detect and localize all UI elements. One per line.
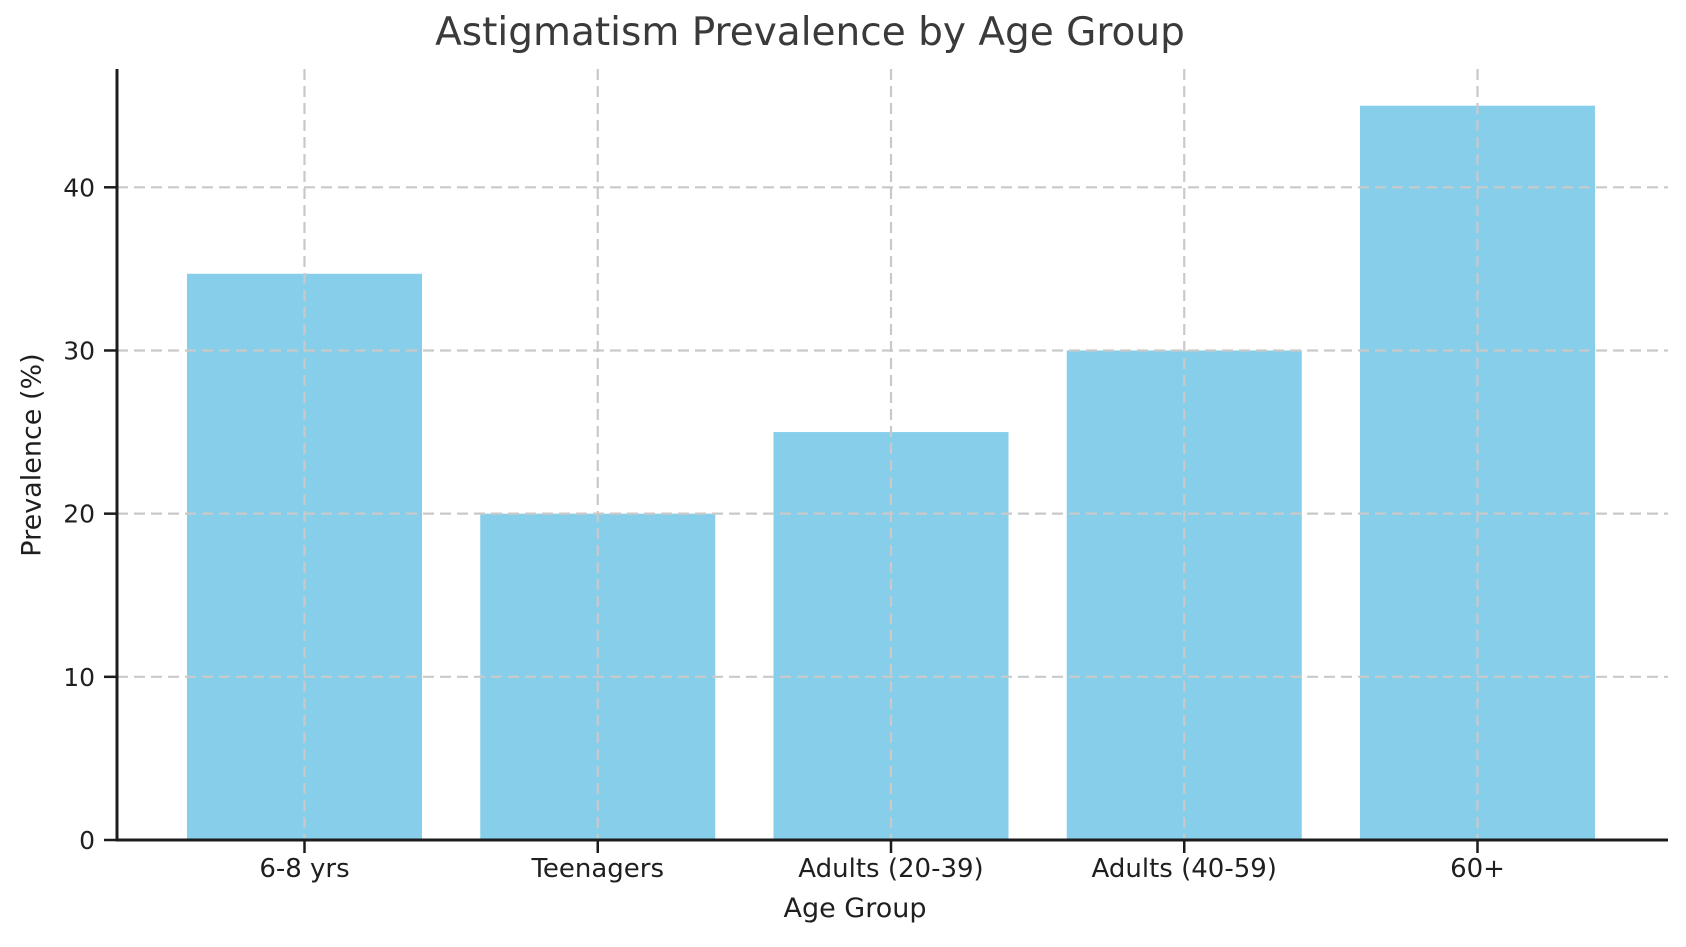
x-axis-label: Age Group — [783, 893, 927, 924]
y-axis-label: Prevalence (%) — [16, 353, 48, 557]
x-tick-label-2: Adults (20-39) — [798, 854, 983, 884]
x-tick-label-3: Adults (40-59) — [1092, 854, 1277, 884]
y-tick-label-10: 10 — [63, 663, 95, 692]
x-tick-label-0: 6-8 yrs — [259, 854, 349, 884]
x-tick-label-4: 60+ — [1450, 854, 1505, 884]
chart-title: Astigmatism Prevalence by Age Group — [435, 10, 1185, 55]
y-tick-label-40: 40 — [63, 173, 95, 202]
y-tick-label-20: 20 — [63, 500, 95, 529]
y-tick-label-30: 30 — [63, 336, 95, 365]
x-tick-label-1: Teenagers — [530, 854, 664, 884]
y-tick-label-0: 0 — [79, 826, 95, 855]
